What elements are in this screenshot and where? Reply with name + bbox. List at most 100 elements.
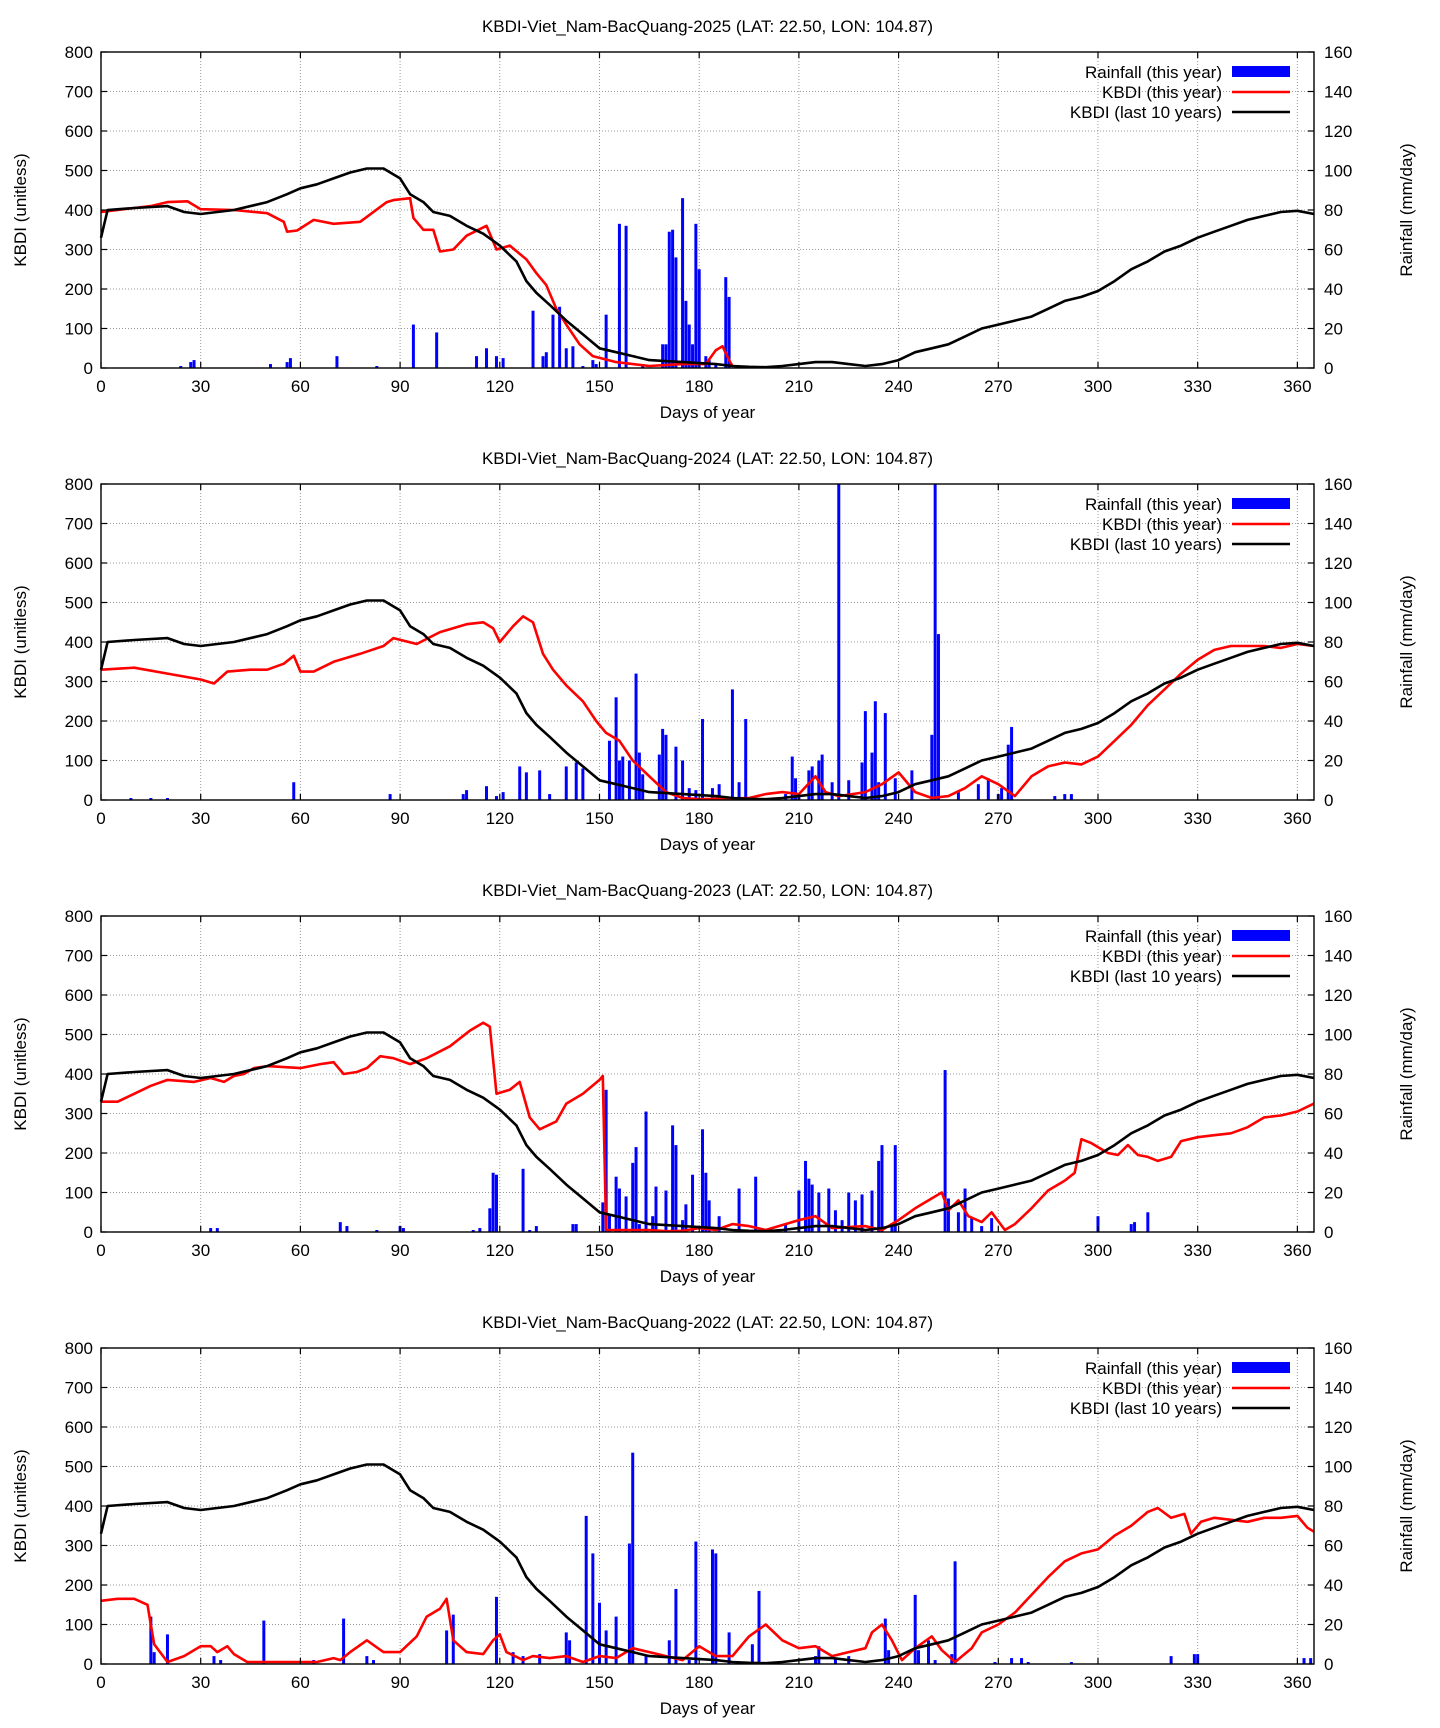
kbdi-last-10-years-line — [99, 1031, 1315, 1233]
rainfall-bar — [701, 1129, 705, 1232]
rainfall-bar — [335, 356, 339, 368]
rainfall-bar — [531, 310, 535, 368]
rainfall-bar — [478, 1228, 482, 1232]
rainfall-bar — [219, 1660, 223, 1664]
y2-tick-label: 140 — [1324, 515, 1352, 534]
chart-svg: 0 30 60 90 120 150 180 210 240 270 300 330 360 0 100 20… — [11, 449, 1416, 854]
rainfall-bar — [877, 1160, 881, 1232]
x-tick-label: 330 — [1183, 377, 1211, 396]
legend-label: KBDI (last 10 years) — [1070, 1399, 1222, 1418]
rainfall-bar — [129, 798, 133, 800]
rainfall-bar — [292, 782, 296, 800]
rainfall-bar — [710, 1549, 714, 1664]
rainfall-bar — [1020, 1658, 1024, 1664]
rainfall-bar — [488, 1208, 492, 1232]
rainfall-bar — [494, 1174, 498, 1232]
rainfall-bar — [694, 223, 698, 368]
y2-tick-label: 60 — [1324, 1105, 1343, 1124]
legend-label: Rainfall (this year) — [1085, 495, 1222, 514]
rainfall-bar — [375, 366, 379, 368]
rainfall-bar — [165, 798, 169, 800]
rainfall-bar — [571, 1224, 575, 1232]
series-kbdi-this-year — [101, 1021, 1315, 1233]
y-tick-label: 800 — [65, 43, 93, 62]
rainfall-bar — [687, 324, 691, 368]
rainfall-bar — [518, 766, 522, 800]
rainfall-bar — [285, 362, 289, 368]
rainfall-bar — [524, 772, 528, 800]
kbdi-last-10-years-line — [99, 167, 1315, 369]
rainfall-bar — [538, 1654, 542, 1664]
rainfall-bar — [657, 754, 661, 800]
rainfall-bar — [913, 1594, 917, 1664]
x-tick-label: 30 — [191, 809, 210, 828]
rainfall-bar — [933, 484, 937, 800]
x-tick-label: 330 — [1183, 1241, 1211, 1260]
rainfall-bar — [528, 1230, 532, 1232]
rainfall-bar — [1010, 1658, 1014, 1664]
y2-tick-label: 120 — [1324, 1418, 1352, 1437]
y-tick-label: 100 — [65, 1616, 93, 1635]
series-kbdi-this-year — [100, 1506, 1315, 1664]
rainfall-bar — [917, 1650, 921, 1664]
y-tick-label: 200 — [65, 1576, 93, 1595]
rainfall-bar — [541, 356, 545, 368]
rainfall-bar — [744, 719, 748, 800]
rainfall-bar — [627, 760, 631, 800]
x-tick-label: 180 — [685, 1673, 713, 1692]
rainfall-bar — [564, 1632, 568, 1664]
rainfall-bar — [637, 1224, 641, 1232]
x-axis-label: Days of year — [660, 1699, 756, 1718]
y-tick-label: 800 — [65, 475, 93, 494]
legend-label: KBDI (last 10 years) — [1070, 967, 1222, 986]
x-tick-label: 240 — [884, 377, 912, 396]
rainfall-bar — [820, 754, 824, 800]
rainfall-bar — [691, 1174, 695, 1232]
rainfall-bar — [574, 1224, 578, 1232]
rainfall-bar — [664, 1190, 668, 1232]
y-axis-label: KBDI (unitless) — [11, 1449, 30, 1562]
rainfall-bar — [890, 1224, 894, 1232]
x-tick-label: 60 — [291, 1673, 310, 1692]
rainfall-bar — [664, 344, 668, 368]
rainfall-bar — [564, 348, 568, 368]
y-tick-label: 400 — [65, 633, 93, 652]
rainfall-bar — [614, 1616, 618, 1664]
rainfall-bar — [1010, 726, 1014, 800]
x-tick-label: 30 — [191, 1673, 210, 1692]
rainfall-bar — [494, 796, 498, 800]
series-rainfall — [149, 1452, 1313, 1664]
rainfall-bar — [847, 1192, 851, 1232]
rainfall-bar — [614, 697, 618, 800]
rainfall-bar — [936, 634, 940, 800]
rainfall-bar — [189, 362, 193, 368]
rainfall-bar — [288, 358, 292, 368]
series-kbdi-last-10-years — [99, 1031, 1315, 1233]
y-tick-label: 800 — [65, 907, 93, 926]
rainfall-bar — [1309, 1658, 1313, 1664]
chart-svg: 0 30 60 90 120 150 180 210 240 270 300 330 360 0 100 20… — [11, 17, 1416, 422]
rainfall-bar — [880, 1145, 884, 1232]
rainfall-bar — [691, 344, 695, 368]
x-tick-label: 330 — [1183, 1673, 1211, 1692]
legend-swatch-rainfall — [1232, 66, 1290, 77]
legend-label: Rainfall (this year) — [1085, 927, 1222, 946]
rainfall-bar — [873, 701, 877, 800]
rainfall-bar — [953, 1561, 957, 1664]
rainfall-bar — [694, 1541, 698, 1664]
legend-label: KBDI (this year) — [1102, 1379, 1222, 1398]
x-tick-label: 240 — [884, 809, 912, 828]
rainfall-bar — [837, 484, 841, 800]
x-tick-label: 30 — [191, 377, 210, 396]
x-tick-label: 90 — [391, 377, 410, 396]
chart-title: KBDI-Viet_Nam-BacQuang-2024 (LAT: 22.50,… — [482, 449, 933, 468]
rainfall-bar — [674, 257, 678, 368]
rainfall-bar — [993, 1662, 997, 1664]
y2-tick-label: 80 — [1324, 633, 1343, 652]
rainfall-bar — [704, 1172, 708, 1232]
x-tick-label: 120 — [486, 809, 514, 828]
rainfall-bar — [631, 1162, 635, 1232]
rainfall-bar — [491, 1172, 495, 1232]
y2-tick-label: 60 — [1324, 241, 1343, 260]
